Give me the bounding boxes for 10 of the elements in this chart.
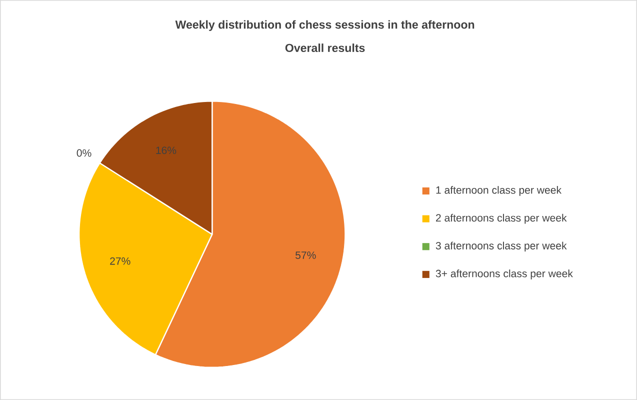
chart-title: Weekly distribution of chess sessions in the afternoon (175, 20, 474, 31)
data-label: 57% (296, 251, 316, 259)
data-label: 16% (156, 146, 176, 154)
legend-label: 2 afternoons class per week (436, 214, 567, 224)
legend-label: 1 afternoon class per week (436, 186, 562, 196)
text: 0% (76, 149, 92, 157)
data-label: 27% (110, 257, 130, 265)
chart-subtitle: Overall results (285, 44, 365, 52)
legend-label: 3 afternoons class per week (436, 242, 567, 252)
legend-label: 3+ afternoons class per week (436, 269, 573, 280)
